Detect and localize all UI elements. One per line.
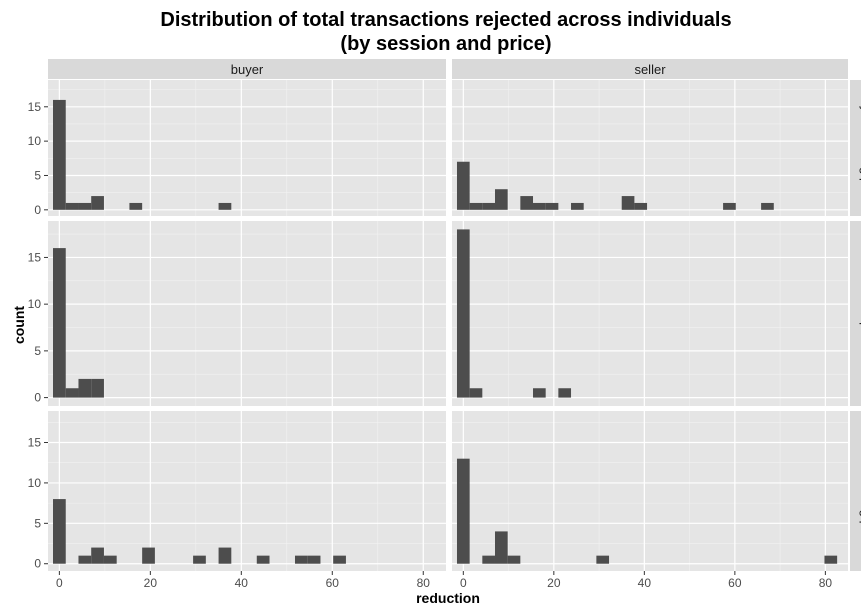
x-tick-label: 80 <box>417 576 431 590</box>
histogram-bar <box>78 379 91 398</box>
panel-buyer-neutral-price: 0 5 10 15 <box>28 221 446 406</box>
histogram-bar <box>66 388 79 397</box>
y-tick-label: 0 <box>34 391 41 405</box>
histogram-bar <box>558 388 571 397</box>
histogram-bar <box>508 556 521 564</box>
histogram-bar <box>333 556 346 564</box>
histogram-bar <box>78 203 91 210</box>
histogram-bar <box>91 548 104 564</box>
panel-buyer-buyer-favoring-price: 0 5 10 15 <box>28 80 446 217</box>
histogram-bar <box>470 203 483 210</box>
histogram-bar <box>257 556 270 564</box>
panel-background <box>452 80 848 216</box>
histogram-bar <box>470 388 483 397</box>
column-strip-label-seller: seller <box>634 62 666 77</box>
histogram-bar <box>66 203 79 210</box>
x-tick-label: 80 <box>819 576 833 590</box>
y-tick-label: 15 <box>28 436 42 450</box>
histogram-bar <box>142 548 155 564</box>
panel-background <box>48 411 446 571</box>
histogram-bar <box>520 196 533 210</box>
histogram-bar <box>571 203 584 210</box>
histogram-bar <box>824 556 837 564</box>
chart-title-line-1: Distribution of total transactions rejec… <box>160 9 731 31</box>
y-tick-label: 15 <box>28 100 42 114</box>
y-tick-label: 15 <box>28 250 42 264</box>
histogram-bar <box>482 556 495 564</box>
x-tick-label: 40 <box>638 576 652 590</box>
histogram-bar <box>53 100 66 210</box>
histogram-bar <box>622 196 635 210</box>
panel-background <box>452 221 848 406</box>
y-tick-label: 0 <box>34 203 41 217</box>
y-tick-label: 10 <box>28 297 42 311</box>
histogram-bar <box>53 499 66 564</box>
x-tick-label: 40 <box>235 576 249 590</box>
histogram-bar <box>533 203 546 210</box>
histogram-bar <box>219 203 232 210</box>
histogram-bar <box>457 229 470 397</box>
histogram-bar <box>91 379 104 398</box>
y-tick-label: 10 <box>28 134 42 148</box>
histogram-bar <box>546 203 559 210</box>
histogram-bar <box>457 459 470 564</box>
x-tick-label: 60 <box>728 576 742 590</box>
histogram-bar <box>761 203 774 210</box>
x-axis-title: reduction <box>416 590 480 606</box>
x-tick-label: 20 <box>144 576 158 590</box>
histogram-bar <box>129 203 142 210</box>
histogram-bar <box>193 556 206 564</box>
histogram-bar <box>533 388 546 397</box>
panel-buyer-seller-favoring-price: 0 5 10 15 0 20 40 60 80 <box>28 411 446 590</box>
histogram-bar <box>53 248 66 397</box>
panel-background <box>48 80 446 216</box>
column-strip-label-buyer: buyer <box>231 62 264 77</box>
panel-seller-seller-favoring-price: 0 20 40 60 80 <box>452 411 848 590</box>
histogram-bar <box>495 189 508 210</box>
histogram-bar <box>104 556 117 564</box>
chart-title-line-2: (by session and price) <box>340 33 551 55</box>
histogram-bar <box>219 548 232 564</box>
x-tick-label: 0 <box>56 576 63 590</box>
y-tick-label: 5 <box>34 344 41 358</box>
histogram-bar <box>295 556 308 564</box>
x-tick-label: 0 <box>460 576 467 590</box>
histogram-bar <box>91 196 104 210</box>
histogram-bar <box>457 162 470 210</box>
x-tick-label: 20 <box>547 576 561 590</box>
histogram-bar <box>723 203 736 210</box>
histogram-bar <box>482 203 495 210</box>
histogram-bar <box>308 556 321 564</box>
panel-seller-buyer-favoring-price <box>452 80 848 216</box>
y-axis-title: count <box>11 306 27 344</box>
y-tick-label: 5 <box>34 168 41 182</box>
histogram-bar <box>495 531 508 563</box>
y-tick-label: 5 <box>34 516 41 530</box>
panel-seller-neutral-price <box>452 221 848 406</box>
y-tick-label: 10 <box>28 476 42 490</box>
histogram-bar <box>78 556 91 564</box>
x-tick-label: 60 <box>326 576 340 590</box>
histogram-bar <box>634 203 647 210</box>
histogram-bar <box>596 556 609 564</box>
y-tick-label: 0 <box>34 557 41 571</box>
panel-background <box>48 221 446 406</box>
panel-background <box>452 411 848 571</box>
